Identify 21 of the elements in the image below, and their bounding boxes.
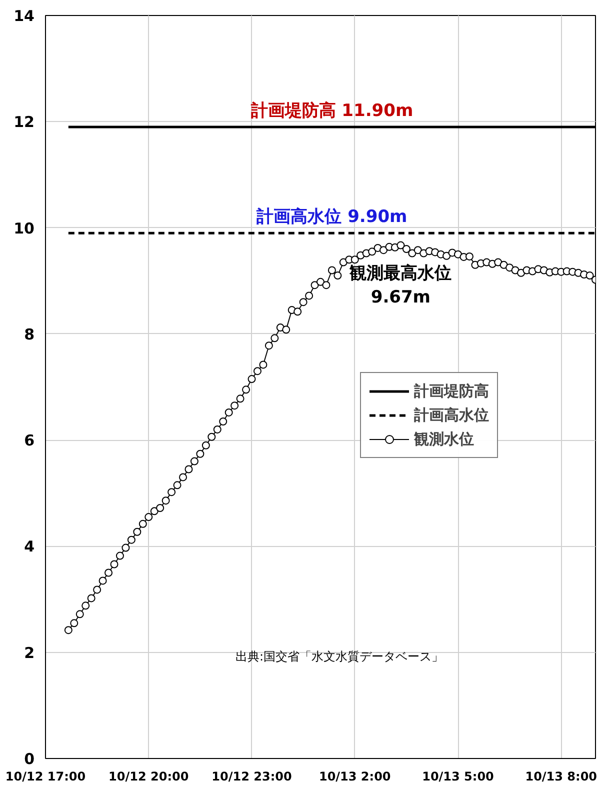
legend-label: 計画高水位 — [414, 406, 489, 424]
annotation: 計画高水位 9.90m — [256, 207, 408, 228]
annotation: 計画堤防高 11.90m — [250, 100, 414, 121]
y-tick-label: 10 — [14, 219, 34, 238]
annotation: 観測最高水位 9.67m — [348, 263, 452, 308]
y-tick-label: 0 — [24, 750, 34, 768]
y-tick-label: 2 — [24, 644, 34, 662]
x-tick-label: 10/12 17:00 — [5, 770, 86, 784]
x-tick-label: 10/13 8:00 — [525, 770, 598, 784]
y-tick-label: 4 — [24, 538, 34, 556]
legend-label: 計画堤防高 — [414, 382, 489, 400]
y-tick-label: 8 — [24, 325, 34, 344]
x-tick-label: 10/13 2:00 — [318, 770, 391, 784]
legend-label: 観測水位 — [414, 430, 474, 448]
y-tick-label: 6 — [24, 432, 34, 450]
y-tick-label: 12 — [14, 113, 34, 132]
y-tick-label: 14 — [14, 7, 34, 25]
x-tick-label: 10/12 23:00 — [212, 770, 292, 784]
x-tick-label: 10/13 5:00 — [422, 770, 494, 784]
x-tick-label: 10/12 20:00 — [108, 770, 189, 784]
annotation: 出典:国交省「水文水質データベース」 — [236, 650, 444, 664]
